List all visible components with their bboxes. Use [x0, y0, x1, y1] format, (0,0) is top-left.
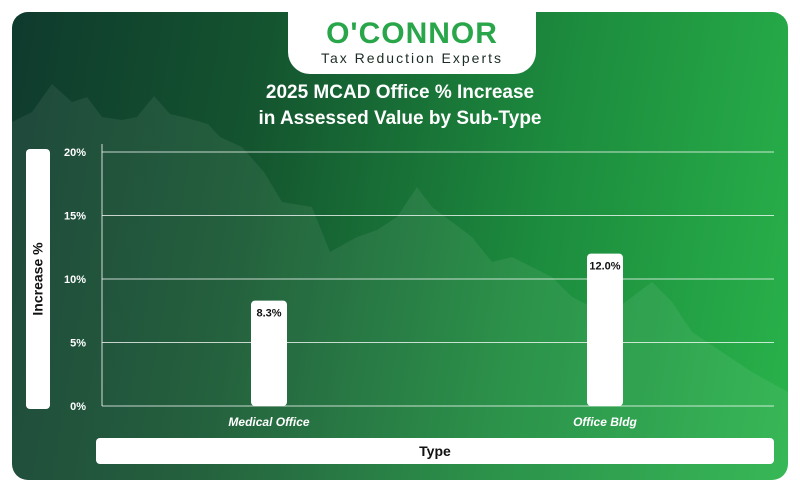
chart-title-line-2: in Assessed Value by Sub-Type	[258, 108, 542, 129]
bar-value-label: 8.3%	[256, 308, 281, 320]
logo-tab: O'CONNOR Tax Reduction Experts	[288, 12, 536, 74]
y-axis-label-box	[26, 149, 50, 409]
logo-tagline: Tax Reduction Experts	[320, 50, 504, 66]
plot-area: 0% 5% 10% 15% 20% 8.3% Medical Office 12.0% Offi…	[64, 144, 774, 429]
x-category-label: Office Bldg	[573, 415, 637, 429]
y-tick-label: 0%	[70, 401, 86, 413]
y-tick-label: 20%	[64, 147, 86, 159]
chart-title: 2025 MCAD Office % Increase in Assessed …	[12, 80, 788, 132]
x-axis-label: Type	[419, 443, 451, 459]
x-axis-label-box: Type	[96, 438, 774, 464]
x-category-label: Medical Office	[228, 415, 309, 429]
bar	[251, 300, 287, 406]
logo-wordmark: O'CONNOR	[326, 17, 498, 50]
bar-value-label: 12.0%	[589, 261, 620, 273]
bar	[587, 253, 623, 406]
chart-card: O'CONNOR Tax Reduction Experts 2025 MCAD…	[12, 12, 788, 480]
y-tick-label: 5%	[70, 338, 86, 350]
chart-title-line-1: 2025 MCAD Office % Increase	[265, 82, 535, 103]
y-tick-label: 15%	[64, 211, 86, 223]
y-tick-label: 10%	[64, 274, 86, 286]
